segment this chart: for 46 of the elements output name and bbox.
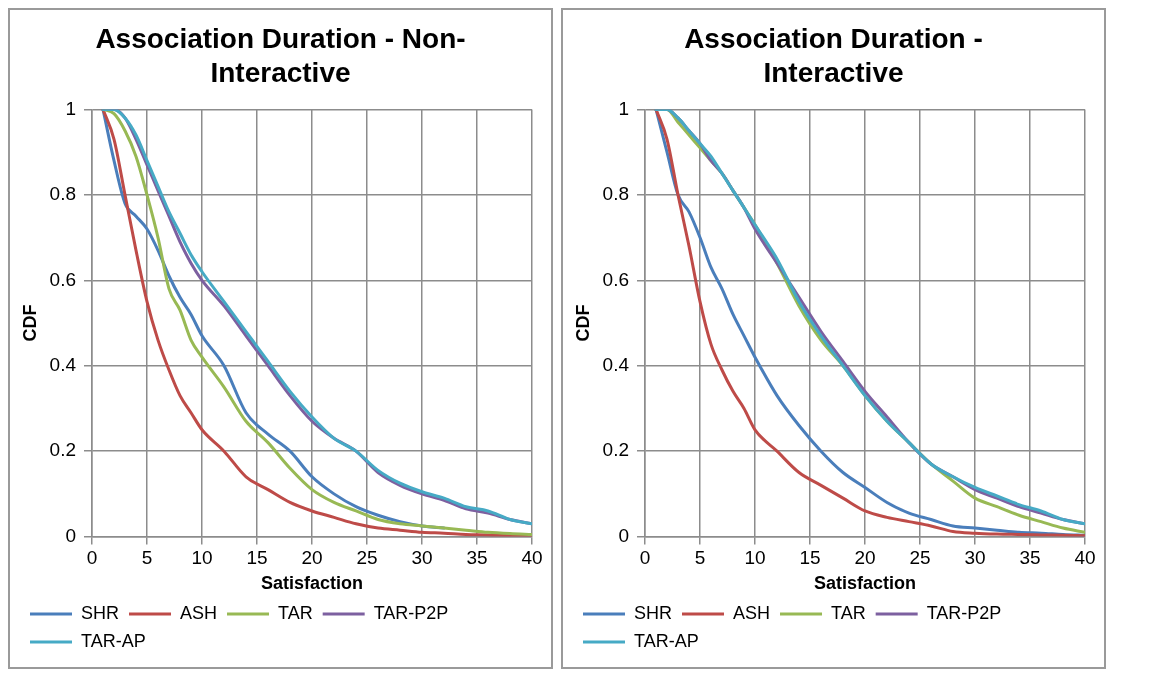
- legend-label: SHR: [80, 602, 119, 623]
- y-tick-label: 0.2: [49, 439, 76, 461]
- x-tick-label: 0: [639, 547, 650, 569]
- y-tick-label: 0: [617, 524, 629, 546]
- y-tick-label: 0.8: [49, 183, 76, 205]
- legend-label: ASH: [732, 602, 770, 623]
- x-tick-label: 0: [86, 547, 97, 569]
- y-tick-label: 0: [64, 524, 76, 546]
- x-tick-label: 5: [141, 547, 152, 569]
- y-axis-title: CDF: [19, 304, 40, 342]
- x-axis-title: Satisfaction: [813, 573, 916, 594]
- x-tick-label: 30: [410, 547, 433, 569]
- legend-label: TAR-AP: [80, 630, 146, 651]
- x-tick-label: 35: [465, 547, 488, 569]
- legend-label: TAR-P2P: [373, 602, 448, 623]
- legend-label: TAR-P2P: [926, 602, 1001, 623]
- x-tick-label: 25: [908, 547, 931, 569]
- y-tick-label: 1: [64, 97, 76, 119]
- y-tick-label: 1: [617, 97, 629, 119]
- chart-title: Association Duration - Interactive: [683, 22, 984, 90]
- x-tick-label: 20: [853, 547, 876, 569]
- y-tick-label: 0.8: [602, 183, 629, 205]
- x-tick-label: 40: [1073, 547, 1096, 569]
- y-axis-title: CDF: [572, 304, 593, 342]
- x-tick-label: 10: [743, 547, 766, 569]
- legend-label: SHR: [633, 602, 672, 623]
- legend-label: ASH: [179, 602, 217, 623]
- x-tick-label: 25: [355, 547, 378, 569]
- x-tick-label: 20: [300, 547, 323, 569]
- y-tick-label: 0.6: [49, 268, 76, 290]
- y-tick-label: 0.4: [49, 353, 76, 375]
- legend-label: TAR: [277, 602, 313, 623]
- x-tick-label: 10: [190, 547, 213, 569]
- x-tick-label: 30: [963, 547, 986, 569]
- x-tick-label: 35: [1018, 547, 1041, 569]
- legend-label: TAR-AP: [633, 630, 699, 651]
- y-tick-label: 0.2: [602, 439, 629, 461]
- legend-label: TAR: [830, 602, 866, 623]
- x-tick-label: 15: [245, 547, 268, 569]
- x-tick-label: 40: [520, 547, 543, 569]
- y-tick-label: 0.4: [602, 353, 629, 375]
- x-tick-label: 5: [694, 547, 705, 569]
- y-tick-label: 0.6: [602, 268, 629, 290]
- x-axis-title: Satisfaction: [260, 573, 363, 594]
- chart-title: Association Duration - Non-Interactive: [94, 22, 467, 90]
- x-tick-label: 15: [798, 547, 821, 569]
